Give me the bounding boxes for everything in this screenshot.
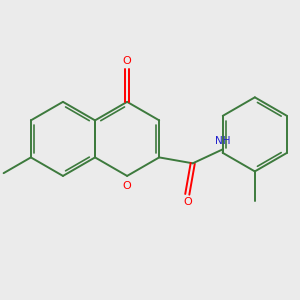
Text: NH: NH [215,136,231,146]
Text: O: O [183,197,192,207]
Text: O: O [123,56,131,66]
Text: O: O [123,181,131,191]
